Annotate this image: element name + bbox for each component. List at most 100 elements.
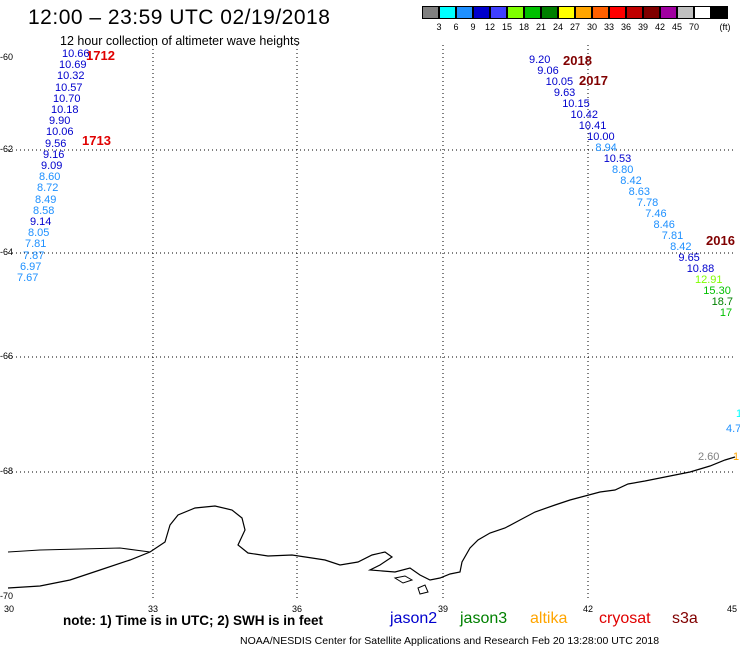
wave-height-value: 9.14 <box>30 216 52 228</box>
color-swatch <box>507 6 524 19</box>
lat-label: -60 <box>0 52 14 62</box>
wave-height-value: 1 <box>736 408 740 420</box>
color-scale-label: 27 <box>569 22 580 32</box>
wave-height-value: 4.7 <box>726 423 740 435</box>
pass-label: 2017 <box>579 73 608 88</box>
lat-label: -64 <box>0 247 14 257</box>
wave-height-value: 10.18 <box>51 104 79 116</box>
color-scale-label: 9 <box>470 22 476 32</box>
wave-height-value: 12.91 <box>695 274 723 286</box>
color-swatch <box>490 6 507 19</box>
lon-label: 30 <box>4 604 15 614</box>
wave-height-value: 8.58 <box>33 204 55 217</box>
wave-height-value: 10.41 <box>578 120 607 132</box>
wave-height-value: 9.65 <box>678 252 700 264</box>
lat-gridlines <box>8 149 735 473</box>
wave-height-value: 8.63 <box>628 186 651 198</box>
legend-jason3: jason3 <box>460 610 508 627</box>
wave-height-value: 8.72 <box>37 182 59 195</box>
color-scale-label: 45 <box>671 22 682 32</box>
color-scale-label: 30 <box>586 22 597 32</box>
color-swatch <box>558 6 575 19</box>
legend-altika: altika <box>530 610 568 627</box>
wave-height-value: 10.32 <box>57 70 85 83</box>
wave-height-value: 18.7 <box>711 296 734 308</box>
color-swatch <box>439 6 456 19</box>
lon-label: 45 <box>727 604 738 614</box>
color-swatch <box>422 6 439 19</box>
wave-height-value: 9.06 <box>537 65 559 77</box>
color-swatch <box>677 6 694 19</box>
wave-height-value: 9.56 <box>45 137 67 150</box>
wave-height-value: 8.49 <box>35 193 57 206</box>
wave-height-value: 9.90 <box>49 115 71 128</box>
color-scale-label: 6 <box>453 22 459 32</box>
wave-height-value: 8.94 <box>595 142 617 154</box>
coastline-islet <box>393 575 429 595</box>
inland-contour <box>7 547 151 553</box>
wave-height-value: 2.60 <box>698 451 720 463</box>
wave-height-value: 10.00 <box>587 131 615 143</box>
wave-height-value: 10.66 <box>62 48 90 60</box>
color-scale-label: 12 <box>484 22 495 32</box>
wave-height-value: 8.80 <box>612 164 634 176</box>
lat-label: -68 <box>0 466 14 476</box>
wave-height-value: 10.69 <box>59 59 87 72</box>
color-swatch <box>626 6 643 19</box>
color-swatch <box>694 6 711 19</box>
color-swatch <box>609 6 626 19</box>
wave-height-value: 6.97 <box>20 260 42 273</box>
lat-label: -66 <box>0 351 14 361</box>
pass-label: 1713 <box>82 133 111 148</box>
wave-height-value: 7.78 <box>636 197 659 209</box>
color-swatch <box>643 6 660 19</box>
wave-height-value: 8.42 <box>620 175 642 187</box>
color-scale-label: 3 <box>436 22 442 32</box>
lon-label: 36 <box>292 604 303 614</box>
color-scale-label: 21 <box>535 22 546 32</box>
color-scale-label: 36 <box>620 22 631 32</box>
wave-height-value: 9.63 <box>553 87 576 99</box>
wave-height-value: 10.15 <box>562 98 590 110</box>
color-scale-label: 42 <box>654 22 665 32</box>
color-swatch <box>524 6 541 19</box>
wave-height-value: 15.30 <box>703 285 731 297</box>
color-swatch <box>473 6 490 19</box>
wave-height-value: 10.42 <box>570 109 599 121</box>
color-scale-label: 33 <box>603 22 614 32</box>
pass-label: 1712 <box>86 48 115 63</box>
color-swatch <box>711 6 728 19</box>
color-swatch <box>660 6 677 19</box>
color-scale-label: 15 <box>501 22 512 32</box>
wave-height-value: 9.20 <box>529 54 551 66</box>
wave-height-value: 1 <box>733 451 740 463</box>
coastline <box>7 456 736 589</box>
lon-gridlines <box>152 45 589 600</box>
wave-height-value: 10.53 <box>603 153 632 165</box>
wave-height-value: 17 <box>719 307 733 319</box>
wave-height-value: 7.87 <box>23 249 45 262</box>
wave-height-value: 8.05 <box>28 227 50 240</box>
wave-height-value: 10.57 <box>55 81 83 94</box>
wave-height-value: 10.05 <box>545 76 574 88</box>
wave-height-value: 7.46 <box>645 208 667 220</box>
map-title: 12:00 – 23:59 UTC 02/19/2018 <box>28 6 331 29</box>
color-scale-label: 24 <box>552 22 563 32</box>
color-scale-label: 39 <box>637 22 648 32</box>
lon-label: 33 <box>148 604 159 614</box>
map-frame <box>7 44 736 601</box>
footer-note: note: 1) Time is in UTC; 2) SWH is in fe… <box>63 613 324 628</box>
wave-height-value: 9.09 <box>41 160 63 172</box>
color-scale-unit: (ft) <box>719 22 731 32</box>
color-swatch <box>456 6 473 19</box>
lat-label: -70 <box>0 591 14 601</box>
wave-height-value: 7.81 <box>25 238 47 251</box>
lon-label: 39 <box>438 604 449 614</box>
wave-height-value: 10.06 <box>46 126 74 139</box>
legend-s3a: s3a <box>672 610 698 627</box>
wave-height-value: 7.81 <box>661 230 684 242</box>
wave-height-value: 8.42 <box>670 241 692 253</box>
lat-label: -62 <box>0 144 14 154</box>
wave-height-value: 9.16 <box>43 148 65 161</box>
